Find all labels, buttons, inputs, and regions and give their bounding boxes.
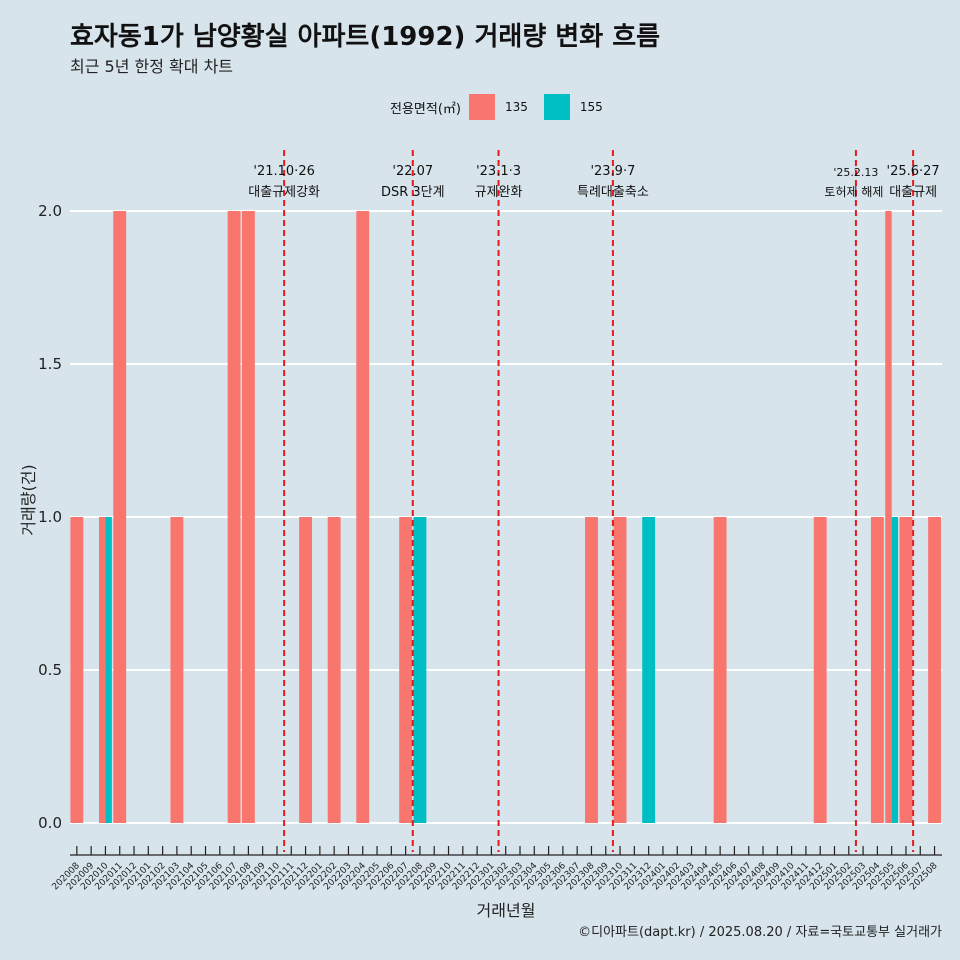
event-name-label: 토허제 해제 xyxy=(824,185,883,199)
event-date-label: '22.07 xyxy=(392,164,433,179)
bar-135 xyxy=(613,517,627,823)
bar-135 xyxy=(99,517,106,823)
chart-title: 효자동1가 남양황실 아파트(1992) 거래량 변화 흐름 xyxy=(70,22,661,52)
legend-label-135: 135 xyxy=(504,100,528,114)
legend: 전용면적(㎡) 135 155 xyxy=(390,93,619,121)
chart-subtitle: 최근 5년 한정 확대 차트 xyxy=(70,57,234,76)
bar-155 xyxy=(413,517,427,823)
bar-135 xyxy=(899,517,913,823)
event-name-label: 대출규제 xyxy=(889,185,937,200)
y-tick-label: 1.5 xyxy=(38,355,62,373)
event-date-label: '25.6·27 xyxy=(887,164,940,179)
bar-135 xyxy=(227,211,241,823)
bar-135 xyxy=(241,211,255,823)
legend-swatch-135 xyxy=(468,94,495,120)
bar-135 xyxy=(299,517,313,823)
bar-135 xyxy=(870,517,884,823)
event-name-label: 특례대출축소 xyxy=(577,185,649,200)
legend-label-155: 155 xyxy=(579,100,603,114)
bar-155 xyxy=(105,517,112,823)
event-name-label: DSR 3단계 xyxy=(381,185,445,200)
event-date-label: '21.10·26 xyxy=(253,164,314,179)
chart-caption: ©디아파트(dapt.kr) / 2025.08.20 / 자료=국토교통부 실… xyxy=(578,925,942,940)
event-date-label: '25.2.13 xyxy=(833,166,878,179)
event-name-label: 규제완화 xyxy=(475,185,523,200)
y-tick-label: 2.0 xyxy=(38,202,62,220)
legend-title: 전용면적(㎡) xyxy=(390,101,461,117)
y-tick-label: 1.0 xyxy=(38,508,62,526)
bar-135 xyxy=(585,517,598,823)
x-axis-title: 거래년월 xyxy=(477,901,536,920)
legend-swatch-155 xyxy=(543,94,570,120)
y-axis-title: 거래량(건) xyxy=(19,464,38,535)
event-date-label: '23.1·3 xyxy=(476,164,521,179)
y-tick-label: 0.5 xyxy=(38,661,62,679)
bar-135 xyxy=(713,517,727,823)
bar-155 xyxy=(891,517,899,823)
bar-135 xyxy=(885,211,892,823)
bar-135 xyxy=(928,517,941,823)
bar-135 xyxy=(356,211,370,823)
bar-155 xyxy=(642,517,656,823)
y-tick-label: 0.0 xyxy=(38,814,62,832)
bar-135 xyxy=(113,211,127,823)
event-name-label: 대출규제강화 xyxy=(248,185,320,200)
bar-135 xyxy=(813,517,827,823)
bar-135 xyxy=(70,517,84,823)
bar-135 xyxy=(170,517,184,823)
bar-135 xyxy=(327,517,341,823)
bar-135 xyxy=(399,517,413,823)
event-date-label: '23.9·7 xyxy=(590,164,635,179)
